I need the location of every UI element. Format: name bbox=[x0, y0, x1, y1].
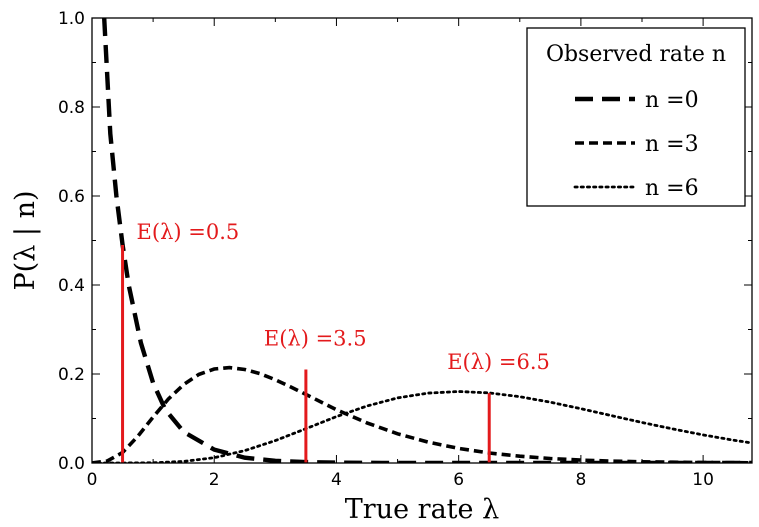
series-line-n3 bbox=[92, 365, 752, 463]
expectation-label-2: E(λ) =6.5 bbox=[447, 350, 550, 374]
series-line-n0 bbox=[102, 18, 752, 463]
expectation-label-0: E(λ) =0.5 bbox=[137, 220, 240, 244]
x-tick-label: 0 bbox=[87, 470, 98, 490]
legend-box bbox=[526, 27, 746, 207]
expectation-label-1: E(λ) =3.5 bbox=[264, 327, 367, 351]
x-axis-label: True rate λ bbox=[345, 494, 499, 525]
legend-label-n0: n =0 bbox=[645, 88, 699, 113]
y-axis-label: P(λ | n) bbox=[10, 191, 41, 291]
legend-title: Observed rate n bbox=[546, 42, 726, 67]
annotation-layer: E(λ) =0.5 E(λ) =3.5 E(λ) =6.5 bbox=[121, 220, 550, 463]
x-tick-label: 8 bbox=[575, 470, 586, 490]
y-tick-label: 0.6 bbox=[58, 187, 85, 207]
legend-label-n6: n =6 bbox=[645, 176, 699, 201]
legend-label-n3: n =3 bbox=[645, 132, 699, 157]
y-tick-label: 1.0 bbox=[58, 9, 85, 29]
legend: Observed rate n n =0 n =3 n =6 bbox=[526, 27, 746, 207]
y-tick-label: 0.8 bbox=[58, 98, 85, 118]
x-tick-label: 4 bbox=[331, 470, 342, 490]
y-tick-label: 0.2 bbox=[58, 365, 85, 385]
y-tick-label: 0.4 bbox=[58, 276, 85, 296]
x-tick-label: 10 bbox=[692, 470, 714, 490]
x-tick-label: 6 bbox=[453, 470, 464, 490]
axes-layer: 0 2 4 6 8 10 0.0 0.2 0.4 0.6 0.8 1.0 True rate λ P(λ … bbox=[10, 9, 753, 525]
x-tick-label: 2 bbox=[209, 470, 220, 490]
y-tick-label: 0.0 bbox=[58, 454, 85, 474]
series-line-n6 bbox=[92, 390, 752, 463]
